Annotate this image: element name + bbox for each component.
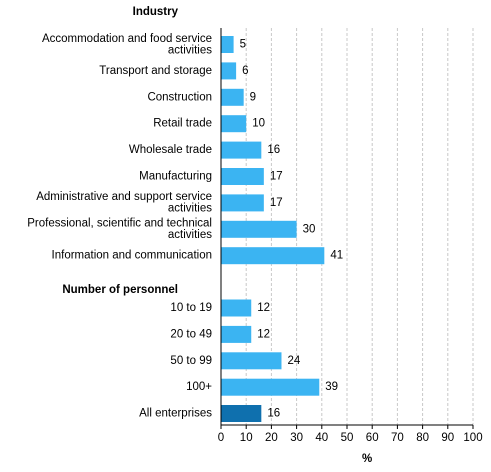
value-label-2-0: 16 [267,408,280,420]
category-label-0-1: Transport and storage [99,65,212,77]
x-tick-label-40: 40 [315,432,328,444]
x-tick-label-90: 90 [441,432,454,444]
x-tick-label-60: 60 [366,432,379,444]
bar-0-2 [221,88,244,106]
value-label-1-0: 12 [257,302,270,314]
value-label-0-7: 30 [303,223,316,235]
value-label-0-5: 17 [270,171,283,183]
value-label-0-6: 17 [270,197,283,209]
category-label-0-0-line0: Accommodation and food service [42,33,212,45]
bar-2-0 [221,405,262,422]
value-labels: 5 6 9 10 16 17 17 30 41 12 12 24 39 16 [240,39,344,420]
value-label-0-1: 6 [242,65,248,77]
x-axis-label: % [362,453,372,465]
bar-0-0 [221,36,234,53]
value-label-0-2: 9 [250,91,256,103]
group-heading-0: Industry [133,6,179,18]
bars [221,36,325,422]
bar-1-2 [221,352,282,370]
category-label-0-3: Retail trade [153,118,212,130]
category-label-1-1: 20 to 49 [170,328,212,340]
group-headings: Industry Number of personnel [62,6,178,296]
x-tick-label-0: 0 [218,432,224,444]
category-label-0-6-line0: Administrative and support service [36,191,212,203]
category-label-0-6-line1: activities [168,203,212,215]
value-label-0-4: 16 [267,144,280,156]
bar-0-3 [221,115,247,133]
category-label-1-3: 100+ [186,381,212,393]
value-label-1-1: 12 [257,328,270,340]
category-label-0-7-line0: Professional, scientific and technical [27,218,212,230]
value-label-0-0: 5 [240,39,246,51]
category-label-0-5: Manufacturing [139,171,212,183]
bar-0-5 [221,168,264,185]
x-tick-label-70: 70 [391,432,404,444]
x-tick-label-20: 20 [265,432,278,444]
bar-1-3 [221,378,320,396]
bar-1-1 [221,325,252,343]
category-label-0-7-line1: activities [168,229,212,241]
bar-0-8 [221,247,325,265]
x-tick-label-30: 30 [290,432,303,444]
value-label-0-3: 10 [252,118,265,130]
category-label-0-0-line1: activities [168,44,212,56]
value-label-1-3: 39 [325,381,338,393]
x-tick-label-10: 10 [240,432,253,444]
group-heading-1: Number of personnel [62,284,178,296]
category-label-0-4: Wholesale trade [129,144,212,156]
category-labels: Accommodation and food serviceactivities… [27,33,212,420]
bar-1-0 [221,299,252,317]
category-label-0-2: Construction [147,91,212,103]
value-label-0-8: 41 [330,250,343,262]
x-tick-label-80: 80 [416,432,429,444]
category-label-1-0: 10 to 19 [170,302,212,314]
x-tick-label-50: 50 [341,432,354,444]
value-label-1-2: 24 [287,355,300,367]
category-label-0-8: Information and communication [52,250,212,262]
category-label-1-2: 50 to 99 [170,355,212,367]
bar-0-6 [221,194,264,212]
bar-0-4 [221,141,262,159]
x-tick-labels: 0 10 20 30 40 50 60 70 80 90 100 [218,425,483,444]
bar-0-7 [221,220,297,238]
x-tick-label-100: 100 [463,432,482,444]
category-label-2-0: All enterprises [139,408,212,420]
bar-0-1 [221,62,237,80]
